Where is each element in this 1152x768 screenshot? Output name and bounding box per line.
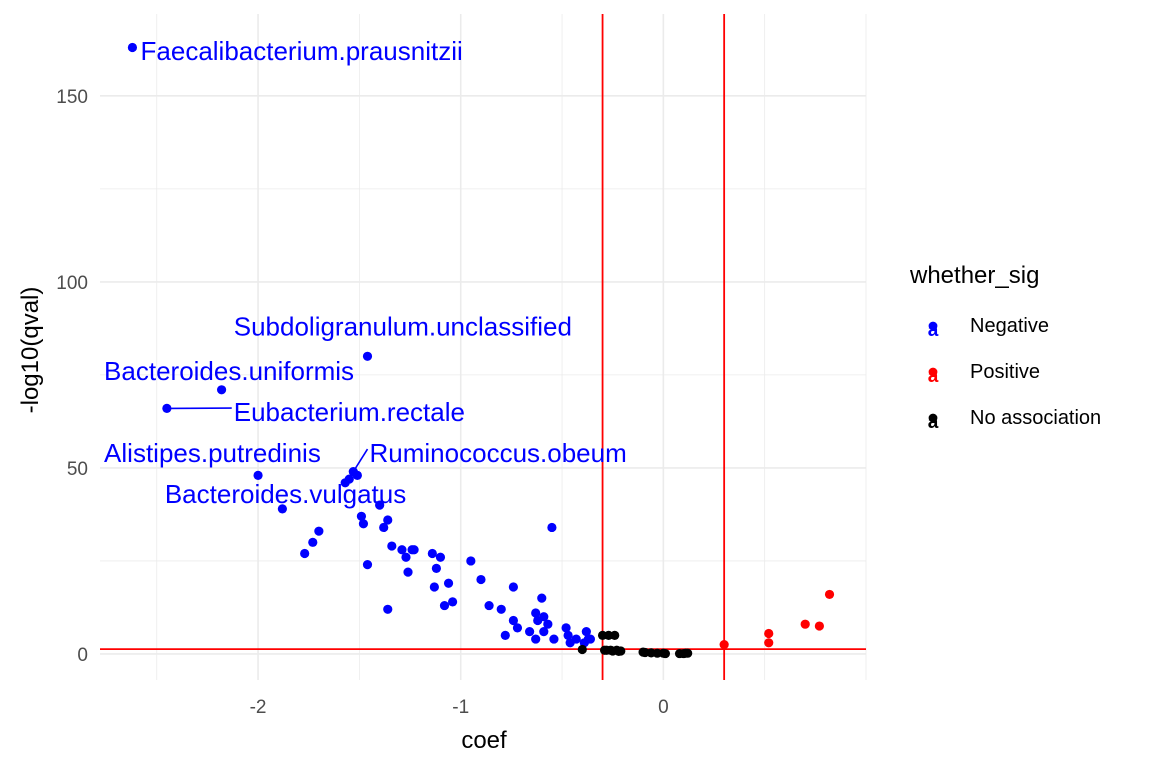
data-point [577, 644, 587, 655]
data-point [719, 640, 729, 650]
x-tick-label: -1 [452, 697, 469, 718]
point-label: Faecalibacterium.prausnitzii [141, 36, 463, 66]
legend-key-glyph: a [928, 366, 939, 387]
legend-entry-label: Negative [970, 315, 1049, 337]
data-point [216, 385, 227, 395]
data-point [764, 638, 774, 648]
data-point [500, 630, 510, 640]
data-point [344, 474, 354, 484]
y-tick-label: 0 [77, 645, 88, 666]
data-point [496, 604, 506, 614]
y-tick-label: 100 [56, 273, 88, 294]
data-point [531, 608, 541, 618]
tick-labels: -2 -1 0 0 50 100 150 [56, 87, 668, 718]
data-point [660, 648, 670, 659]
data-point [571, 634, 581, 644]
data-point [397, 545, 407, 555]
data-point [427, 548, 437, 559]
legend-key-glyph: a [928, 320, 939, 341]
legend-key-point [928, 367, 938, 377]
data-point [547, 522, 557, 533]
data-point [387, 541, 397, 551]
data-point [277, 504, 287, 514]
point-label: Eubacterium.rectale [234, 397, 465, 427]
data-point [563, 630, 573, 640]
data-point [448, 597, 458, 607]
legend: whether_sig a Negative a Positive a No associ… [909, 262, 1101, 433]
data-point [561, 623, 571, 633]
data-point [466, 556, 476, 566]
data-point [549, 634, 559, 644]
reference-lines [100, 14, 866, 680]
data-point [435, 552, 446, 562]
data-point [401, 552, 411, 562]
data-points [127, 42, 835, 659]
data-point [525, 627, 535, 637]
data-point [383, 604, 393, 614]
data-point [585, 634, 596, 644]
point-annotations: Faecalibacterium.prausnitzii Subdoligranu… [104, 36, 627, 509]
data-point [253, 470, 263, 480]
x-axis-title: coef [461, 727, 507, 754]
data-point [683, 648, 693, 658]
data-point [443, 578, 454, 588]
data-point [314, 526, 324, 536]
data-point [429, 582, 439, 592]
data-point [824, 589, 835, 600]
point-label: Bacteroides.uniformis [104, 356, 354, 386]
data-point [409, 545, 419, 555]
y-axis-title: -log10(qval) [17, 287, 44, 414]
x-tick-label: 0 [658, 697, 669, 718]
data-point [362, 351, 373, 361]
legend-entry-label: No association [970, 407, 1101, 429]
data-point [814, 621, 824, 631]
legend-key-glyph: a [928, 412, 939, 433]
data-point [127, 42, 138, 53]
data-point [610, 630, 620, 640]
data-point [484, 600, 494, 611]
data-point [800, 619, 810, 629]
data-point [581, 627, 591, 637]
data-point [537, 593, 547, 603]
data-point [356, 511, 367, 521]
data-point [431, 563, 441, 573]
data-point [375, 500, 385, 510]
point-label: Bacteroides.vulgatus [165, 479, 406, 509]
data-point [543, 619, 553, 629]
data-point [383, 515, 393, 525]
data-point [508, 615, 518, 626]
annotation-connector [352, 448, 369, 473]
data-point [308, 537, 318, 547]
data-point [539, 612, 549, 622]
legend-title: whether_sig [909, 262, 1039, 289]
legend-key-point [928, 321, 938, 331]
data-point [379, 522, 389, 533]
data-point [531, 634, 541, 644]
data-point [512, 623, 523, 633]
data-point [616, 646, 626, 656]
data-point [362, 560, 373, 570]
legend-key-point [928, 413, 938, 423]
data-point [403, 567, 413, 577]
data-point [352, 470, 362, 480]
point-label: Subdoligranulum.unclassified [234, 312, 572, 342]
y-tick-label: 50 [67, 459, 88, 480]
data-point [764, 628, 774, 639]
data-point [358, 519, 369, 529]
point-label: Alistipes.putredinis [104, 438, 321, 468]
x-tick-label: -2 [250, 697, 267, 718]
data-point [539, 627, 549, 637]
data-point [508, 582, 518, 592]
data-point [300, 548, 310, 559]
point-label: Ruminococcus.obeum [370, 438, 627, 468]
y-tick-label: 150 [56, 87, 88, 108]
data-point [476, 574, 486, 585]
grid [100, 14, 867, 680]
legend-entry-label: Positive [970, 361, 1040, 383]
data-point [439, 600, 450, 611]
